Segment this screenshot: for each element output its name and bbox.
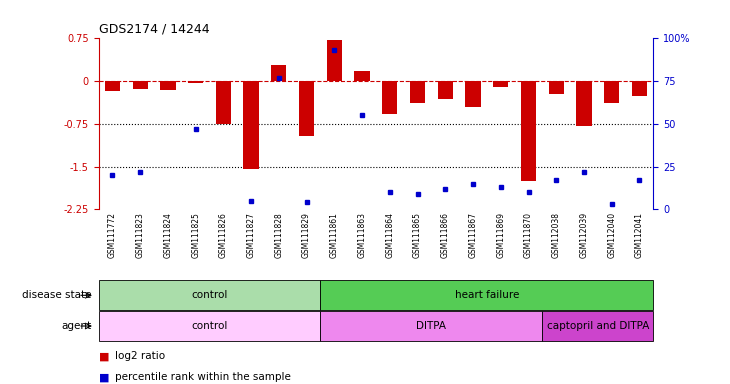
Text: agent: agent (61, 321, 91, 331)
Bar (161, 81, 175, 90)
Bar (355, 71, 369, 81)
Bar (493, 81, 508, 87)
Bar (216, 81, 231, 124)
Text: control: control (191, 290, 228, 300)
Text: GDS2174 / 14244: GDS2174 / 14244 (99, 23, 210, 36)
Bar (604, 81, 619, 103)
Bar (632, 81, 647, 96)
Text: percentile rank within the sample: percentile rank within the sample (115, 372, 291, 382)
Bar (466, 81, 480, 107)
Text: control: control (191, 321, 228, 331)
Bar (521, 81, 536, 181)
Text: DITPA: DITPA (416, 321, 447, 331)
Bar (383, 81, 397, 114)
Text: log2 ratio: log2 ratio (115, 351, 165, 361)
Bar (410, 81, 425, 103)
Text: captopril and DITPA: captopril and DITPA (547, 321, 649, 331)
Bar (549, 81, 564, 94)
Bar (272, 65, 286, 81)
Bar (438, 81, 453, 99)
Bar (244, 81, 258, 169)
Bar (133, 81, 147, 89)
Text: disease state: disease state (22, 290, 91, 300)
Bar (327, 40, 342, 81)
Bar (299, 81, 314, 136)
Bar (188, 81, 203, 83)
Text: ■: ■ (99, 372, 109, 382)
Text: heart failure: heart failure (455, 290, 519, 300)
Bar (105, 81, 120, 91)
Bar (577, 81, 591, 126)
Text: ■: ■ (99, 351, 109, 361)
